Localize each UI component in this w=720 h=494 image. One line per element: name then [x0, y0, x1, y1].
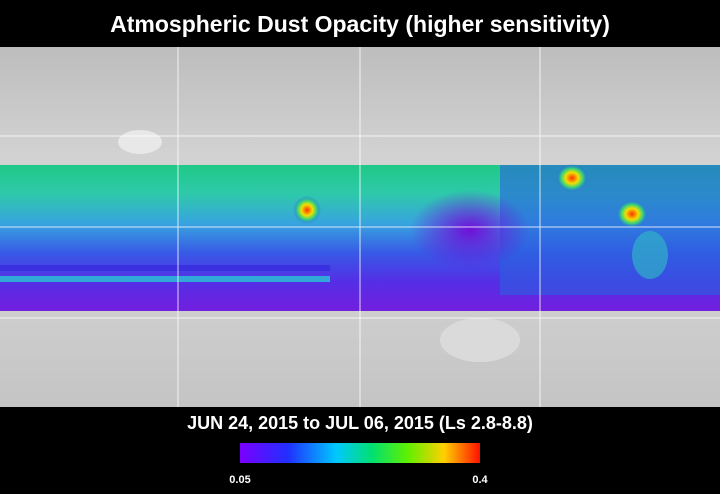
date-range: JUN 24, 2015 to JUL 06, 2015 (Ls 2.8-8.8… — [187, 413, 533, 433]
dust-strip — [0, 265, 330, 271]
dust-hotspot — [616, 200, 648, 228]
basin-relief — [440, 318, 520, 362]
color-bar — [240, 443, 480, 463]
map-grid — [0, 47, 720, 407]
dust-strip — [0, 276, 330, 282]
color-scale: 0.05 0.4 — [229, 443, 489, 486]
scale-max-label: 0.4 — [472, 474, 488, 486]
title: Atmospheric Dust Opacity (higher sensiti… — [110, 11, 610, 37]
dust-region — [410, 190, 530, 270]
dust-hotspot — [293, 196, 321, 224]
mars-map — [0, 47, 720, 407]
dust-hotspot — [556, 164, 588, 192]
dust-region — [632, 231, 668, 279]
volcano — [118, 130, 162, 154]
dust-region — [500, 165, 720, 295]
scale-min-label: 0.05 — [229, 474, 250, 486]
